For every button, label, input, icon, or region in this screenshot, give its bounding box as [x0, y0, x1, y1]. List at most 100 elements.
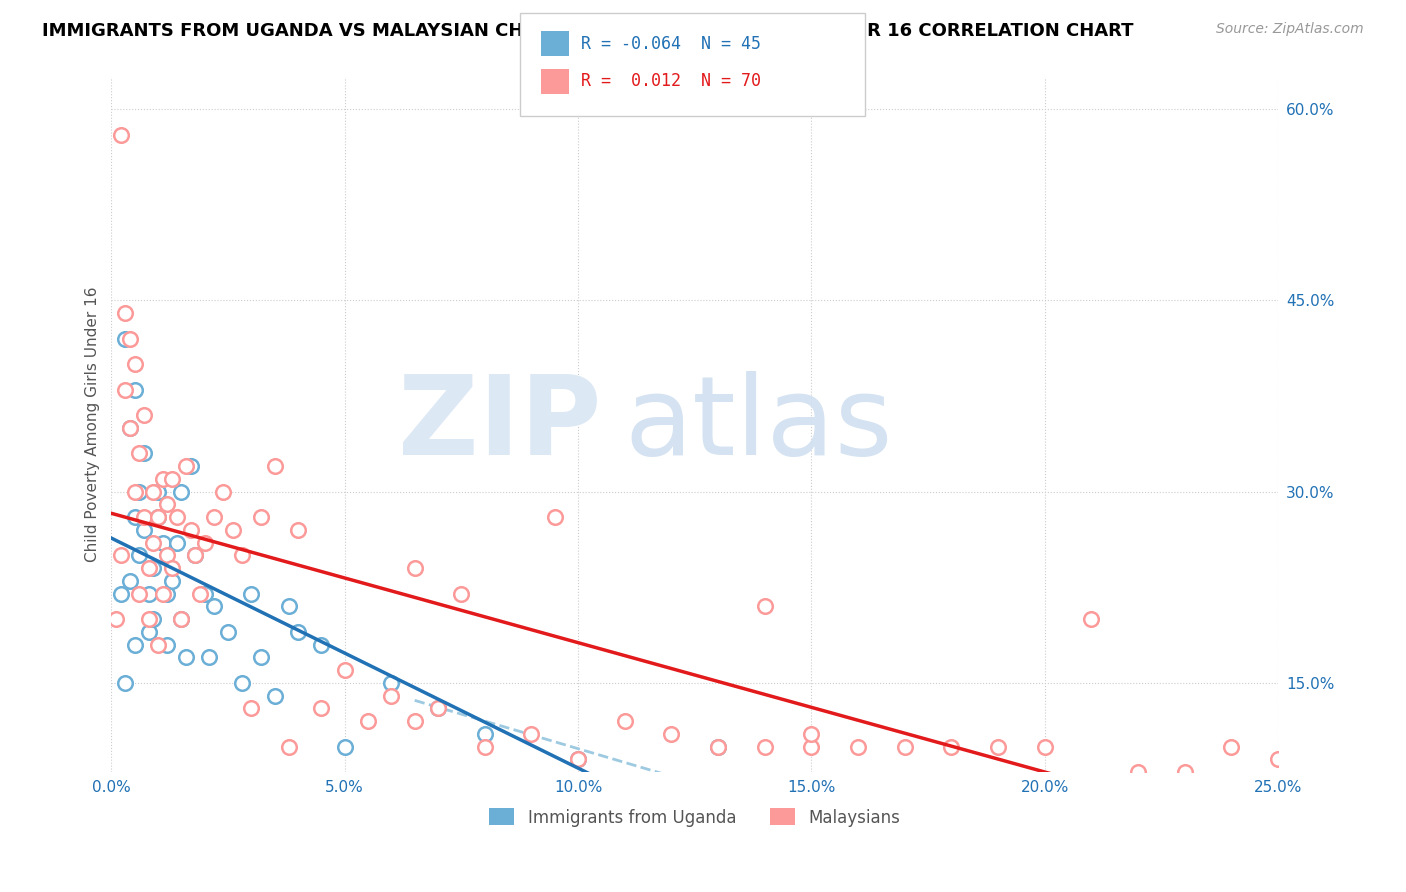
Point [249, 510, 271, 524]
Point [333, 663, 356, 677]
Text: R =  0.012  N = 70: R = 0.012 N = 70 [581, 72, 761, 90]
Text: ZIP: ZIP [398, 371, 602, 478]
Point [202, 599, 225, 614]
Point [287, 624, 309, 639]
Point [128, 484, 150, 499]
Point [1267, 752, 1289, 766]
Point [800, 727, 823, 741]
Point [124, 383, 146, 397]
Point [124, 484, 146, 499]
Point [427, 701, 450, 715]
Point [138, 561, 160, 575]
Point [198, 650, 221, 665]
Text: R = -0.064  N = 45: R = -0.064 N = 45 [581, 35, 761, 53]
Point [152, 586, 174, 600]
Point [800, 739, 823, 754]
Point [124, 510, 146, 524]
Point [170, 612, 193, 626]
Point [357, 714, 380, 728]
Point [217, 624, 239, 639]
Point [1080, 612, 1102, 626]
Point [567, 752, 589, 766]
Point [146, 638, 169, 652]
Point [380, 689, 402, 703]
Point [138, 612, 160, 626]
Point [1220, 739, 1243, 754]
Point [120, 421, 142, 435]
Point [240, 701, 263, 715]
Point [659, 727, 682, 741]
Point [152, 472, 174, 486]
Point [170, 484, 193, 499]
Point [404, 561, 426, 575]
Point [184, 549, 207, 563]
Point [138, 624, 160, 639]
Point [188, 586, 211, 600]
Point [474, 739, 496, 754]
Point [152, 535, 174, 549]
Point [180, 459, 202, 474]
Point [231, 676, 253, 690]
Point [142, 535, 165, 549]
Point [427, 701, 450, 715]
Point [142, 612, 165, 626]
Point [174, 459, 197, 474]
Point [180, 523, 202, 537]
Point [124, 638, 146, 652]
Point [194, 535, 217, 549]
Point [544, 510, 567, 524]
Point [754, 599, 776, 614]
Point [222, 523, 245, 537]
Point [114, 383, 136, 397]
Point [156, 549, 179, 563]
Point [184, 549, 207, 563]
Point [114, 306, 136, 320]
Point [212, 484, 235, 499]
Point [194, 586, 217, 600]
Point [520, 727, 543, 741]
Point [160, 561, 183, 575]
Point [114, 332, 136, 346]
Point [404, 714, 426, 728]
Point [132, 446, 155, 460]
Point [1033, 739, 1056, 754]
Point [941, 739, 963, 754]
Point [474, 727, 496, 741]
Point [1126, 765, 1149, 780]
Point [380, 676, 402, 690]
Point [160, 472, 183, 486]
Point [146, 510, 169, 524]
Text: IMMIGRANTS FROM UGANDA VS MALAYSIAN CHILD POVERTY AMONG GIRLS UNDER 16 CORRELATI: IMMIGRANTS FROM UGANDA VS MALAYSIAN CHIL… [42, 22, 1133, 40]
Legend: Immigrants from Uganda, Malaysians: Immigrants from Uganda, Malaysians [482, 802, 907, 833]
Point [110, 549, 132, 563]
Point [166, 535, 188, 549]
Point [142, 484, 165, 499]
Point [124, 357, 146, 371]
Point [160, 574, 183, 588]
Point [754, 739, 776, 754]
Point [105, 612, 128, 626]
Point [156, 638, 179, 652]
Point [128, 446, 150, 460]
Point [120, 332, 142, 346]
Point [110, 586, 132, 600]
Text: atlas: atlas [624, 371, 893, 478]
Point [202, 510, 225, 524]
Point [263, 689, 285, 703]
Point [249, 650, 271, 665]
Point [120, 574, 142, 588]
Point [174, 650, 197, 665]
Point [311, 701, 333, 715]
Point [170, 612, 193, 626]
Point [263, 459, 285, 474]
Point [132, 408, 155, 422]
Point [707, 739, 730, 754]
Point [333, 739, 356, 754]
Point [707, 739, 730, 754]
Point [128, 586, 150, 600]
Point [287, 523, 309, 537]
Point [567, 752, 589, 766]
Point [277, 599, 299, 614]
Point [128, 549, 150, 563]
Point [231, 549, 253, 563]
